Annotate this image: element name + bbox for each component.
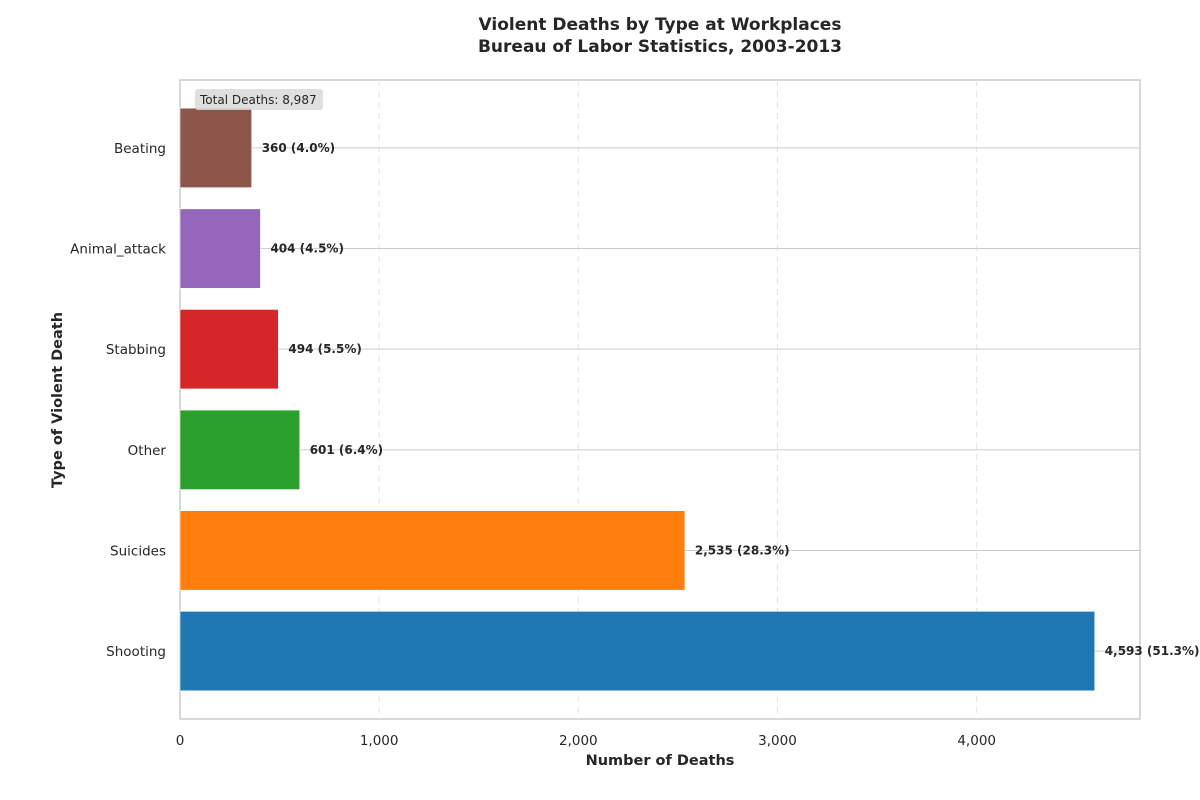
bar-value-label: 2,535 (28.3%) xyxy=(695,543,790,557)
x-tick-label: 2,000 xyxy=(559,733,598,749)
x-tick-label: 4,000 xyxy=(957,733,996,749)
bar-shooting xyxy=(179,611,1096,692)
y-tick-labels: Shooting Suicides Other Stabbing Animal_atta… xyxy=(70,141,166,660)
bar-value-label: 494 (5.5%) xyxy=(288,342,361,356)
y-tick-label: Other xyxy=(128,443,167,459)
x-tick-label: 0 xyxy=(176,733,185,749)
bar-stabbing xyxy=(179,309,279,390)
bar-suicides xyxy=(179,510,686,591)
bar-animal-attack xyxy=(179,208,261,289)
y-axis-label: Type of Violent Death xyxy=(50,312,66,488)
plot-frame xyxy=(179,79,1141,720)
y-tick-label: Animal_attack xyxy=(70,242,166,258)
y-tick-label: Beating xyxy=(114,141,166,157)
total-annotation: Total Deaths: 8,987 xyxy=(195,89,323,110)
x-tick-label: 3,000 xyxy=(758,733,797,749)
data-labels: 4,593 (51.3%) 2,535 (28.3%) 601 (6.4%) 494 … xyxy=(262,141,1200,658)
chart-title: Violent Deaths by Type at Workplaces xyxy=(479,15,842,35)
annotation-box xyxy=(195,89,323,110)
annotation-text: Total Deaths: 8,987 xyxy=(199,93,317,107)
bar-value-label: 4,593 (51.3%) xyxy=(1105,644,1200,658)
x-axis-label: Number of Deaths xyxy=(586,753,735,769)
bar-value-label: 601 (6.4%) xyxy=(310,443,383,457)
x-tick-labels: 0 1,000 2,000 3,000 4,000 xyxy=(176,733,996,749)
bar-value-label: 404 (4.5%) xyxy=(270,242,343,256)
y-tick-label: Suicides xyxy=(110,543,166,559)
y-tick-label: Shooting xyxy=(106,644,166,660)
chart-subtitle: Bureau of Labor Statistics, 2003-2013 xyxy=(478,37,842,57)
y-tick-label: Stabbing xyxy=(106,342,166,358)
x-tick-label: 1,000 xyxy=(360,733,399,749)
bar-beating xyxy=(179,107,253,188)
bar-other xyxy=(179,409,301,490)
bars xyxy=(179,107,1096,692)
bar-value-label: 360 (4.0%) xyxy=(262,141,335,155)
